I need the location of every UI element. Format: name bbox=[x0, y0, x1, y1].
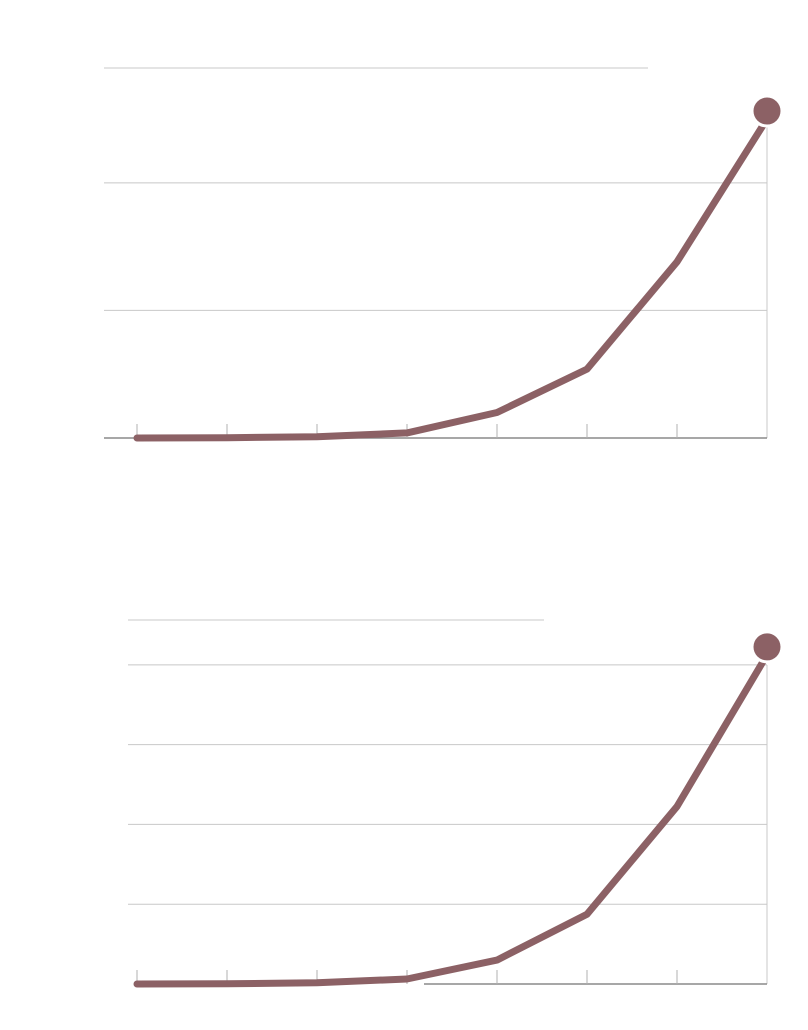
chart-2-gridlines bbox=[128, 664, 767, 905]
chart-2-series-line bbox=[133, 651, 771, 988]
chart-2-marks bbox=[133, 630, 784, 988]
chart-1 bbox=[104, 67, 784, 442]
chart-1-series-line bbox=[133, 115, 771, 442]
chart-2 bbox=[128, 619, 784, 988]
chart-1-gridlines bbox=[104, 182, 767, 311]
chart-1-end-marker bbox=[750, 94, 784, 128]
chart-2-end-marker bbox=[750, 630, 784, 664]
chart-1-marks bbox=[133, 94, 784, 442]
